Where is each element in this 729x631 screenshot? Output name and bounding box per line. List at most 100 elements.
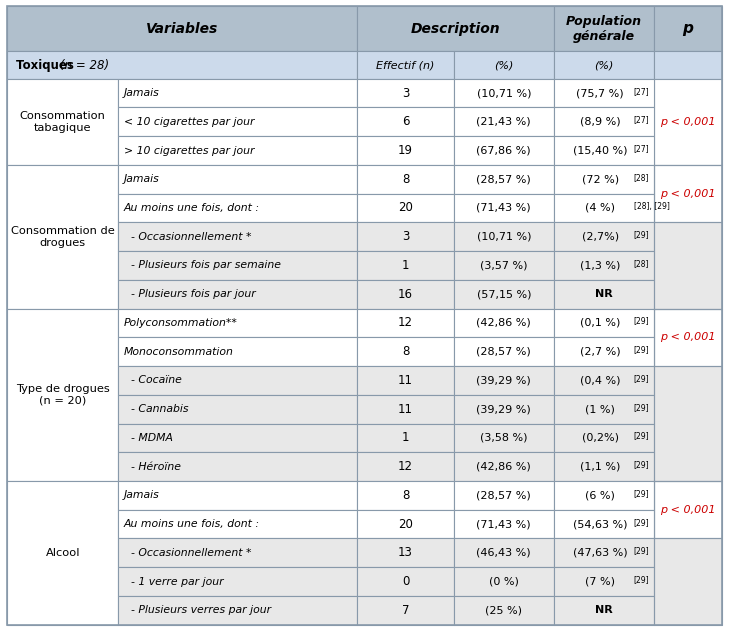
Bar xyxy=(357,6,554,52)
Text: [29]: [29] xyxy=(634,518,650,527)
Text: (21,43 %): (21,43 %) xyxy=(477,117,531,127)
Text: 12: 12 xyxy=(398,460,413,473)
Bar xyxy=(7,481,118,625)
Bar xyxy=(357,423,453,452)
Text: - Plusieurs verres par jour: - Plusieurs verres par jour xyxy=(131,605,271,615)
Text: Jamais: Jamais xyxy=(124,490,160,500)
Bar xyxy=(118,194,357,222)
Text: 16: 16 xyxy=(398,288,413,301)
Text: Alcool: Alcool xyxy=(45,548,80,558)
Text: 3: 3 xyxy=(402,230,409,243)
Text: (6 %): (6 %) xyxy=(585,490,615,500)
Text: 1: 1 xyxy=(402,259,409,272)
Bar xyxy=(357,107,453,136)
Text: (10,71 %): (10,71 %) xyxy=(477,232,531,242)
Bar xyxy=(357,395,453,423)
Text: - Plusieurs fois par semaine: - Plusieurs fois par semaine xyxy=(131,261,281,271)
Bar xyxy=(118,366,357,395)
Bar xyxy=(357,280,453,309)
Text: 13: 13 xyxy=(398,546,413,559)
Text: (71,43 %): (71,43 %) xyxy=(477,203,531,213)
Text: Type de drogues
(n = 20): Type de drogues (n = 20) xyxy=(16,384,109,406)
Text: (42,86 %): (42,86 %) xyxy=(477,462,531,471)
Bar xyxy=(357,366,453,395)
Bar xyxy=(654,6,722,52)
Text: - 1 verre par jour: - 1 verre par jour xyxy=(131,577,224,587)
Bar xyxy=(453,366,554,395)
Bar xyxy=(357,165,453,194)
Bar xyxy=(453,165,554,194)
Bar xyxy=(554,251,654,280)
Bar xyxy=(554,452,654,481)
Bar xyxy=(118,309,357,338)
Text: (2,7 %): (2,7 %) xyxy=(580,346,620,357)
Text: (25 %): (25 %) xyxy=(486,605,522,615)
Text: (28,57 %): (28,57 %) xyxy=(477,174,531,184)
Bar xyxy=(118,79,357,107)
Bar xyxy=(453,567,554,596)
Text: [29]: [29] xyxy=(634,546,650,555)
Bar xyxy=(654,538,722,625)
Bar xyxy=(453,222,554,251)
Text: (%): (%) xyxy=(494,60,513,70)
Bar xyxy=(453,280,554,309)
Text: Variables: Variables xyxy=(147,22,219,36)
Text: 19: 19 xyxy=(398,144,413,157)
Text: Consommation
tabagique: Consommation tabagique xyxy=(20,111,106,133)
Text: 12: 12 xyxy=(398,316,413,329)
Text: p < 0,001: p < 0,001 xyxy=(660,189,716,199)
Bar xyxy=(654,481,722,625)
Text: - MDMA: - MDMA xyxy=(131,433,173,443)
Text: (39,29 %): (39,29 %) xyxy=(477,404,531,414)
Text: (n = 28): (n = 28) xyxy=(61,59,109,71)
Bar xyxy=(554,309,654,338)
Text: [29]: [29] xyxy=(634,230,650,239)
Text: (67,86 %): (67,86 %) xyxy=(477,146,531,155)
Bar xyxy=(453,251,554,280)
Text: [29]: [29] xyxy=(634,374,650,383)
Text: (%): (%) xyxy=(594,60,614,70)
Bar xyxy=(118,510,357,538)
Text: (54,63 %): (54,63 %) xyxy=(573,519,628,529)
Bar xyxy=(118,538,357,567)
Text: NR: NR xyxy=(595,605,612,615)
Text: Description: Description xyxy=(410,22,500,36)
Bar xyxy=(357,481,453,510)
Bar xyxy=(554,6,654,52)
Text: (1 %): (1 %) xyxy=(585,404,615,414)
Bar xyxy=(554,136,654,165)
Text: Population
générale: Population générale xyxy=(566,15,642,43)
Bar xyxy=(118,395,357,423)
Text: (39,29 %): (39,29 %) xyxy=(477,375,531,386)
Bar xyxy=(357,222,453,251)
Text: 8: 8 xyxy=(402,345,409,358)
Text: 7: 7 xyxy=(402,604,409,617)
Text: (42,86 %): (42,86 %) xyxy=(477,318,531,328)
Text: Au moins une fois, dont :: Au moins une fois, dont : xyxy=(124,519,260,529)
Text: [28]: [28] xyxy=(634,173,650,182)
Text: Effectif (n): Effectif (n) xyxy=(376,60,434,70)
Text: (0,2%): (0,2%) xyxy=(582,433,619,443)
Text: [29]: [29] xyxy=(634,489,650,498)
Text: (71,43 %): (71,43 %) xyxy=(477,519,531,529)
Text: 1: 1 xyxy=(402,432,409,444)
Bar xyxy=(554,107,654,136)
Text: - Occasionnellement *: - Occasionnellement * xyxy=(131,232,252,242)
Text: p < 0,001: p < 0,001 xyxy=(660,117,716,127)
Bar xyxy=(357,510,453,538)
Bar xyxy=(654,366,722,481)
Text: 8: 8 xyxy=(402,489,409,502)
Bar xyxy=(118,222,357,251)
Text: (28,57 %): (28,57 %) xyxy=(477,346,531,357)
Text: [28], [29]: [28], [29] xyxy=(634,202,670,211)
Bar xyxy=(554,338,654,366)
Bar xyxy=(118,251,357,280)
Text: - Cannabis: - Cannabis xyxy=(131,404,188,414)
Text: Au moins une fois, dont :: Au moins une fois, dont : xyxy=(124,203,260,213)
Text: p: p xyxy=(682,21,693,37)
Text: - Cocaïne: - Cocaïne xyxy=(131,375,182,386)
Text: 11: 11 xyxy=(398,374,413,387)
Text: (1,3 %): (1,3 %) xyxy=(580,261,620,271)
Text: Jamais: Jamais xyxy=(124,174,160,184)
Bar xyxy=(118,107,357,136)
